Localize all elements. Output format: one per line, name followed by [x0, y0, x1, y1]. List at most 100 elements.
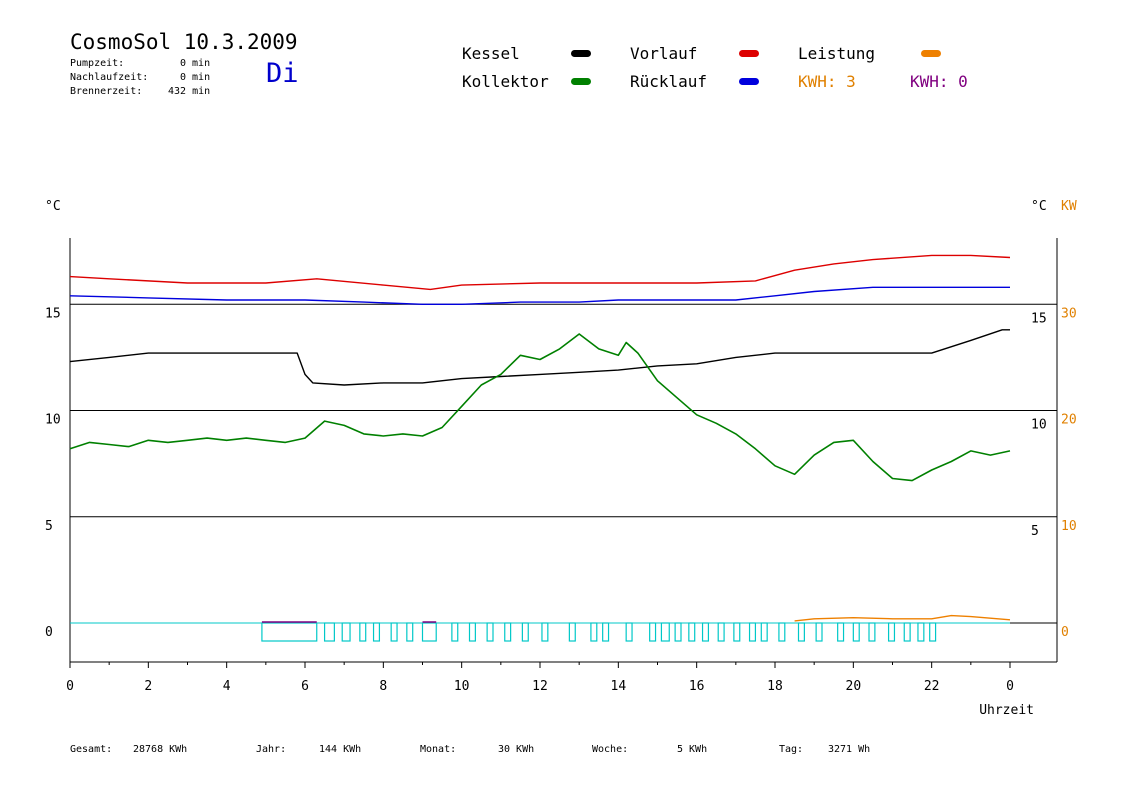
x-axis-label: Uhrzeit — [979, 703, 1034, 718]
x-tick-label-11: 22 — [924, 679, 940, 694]
brennerzeit-value: 432 min — [168, 86, 211, 97]
pump-pulse-2 — [341, 622, 351, 642]
pump-pulse-23 — [717, 622, 725, 642]
footer-woche-value: 5 KWh — [677, 744, 708, 755]
x-tick-label-1: 2 — [144, 679, 152, 694]
pump-pulse-1 — [323, 622, 335, 642]
y-tick-kw-10: 10 — [1061, 519, 1077, 534]
y-tick-left-0: 0 — [45, 625, 53, 640]
pumpzeit-label: Pumpzeit: — [70, 58, 125, 69]
y-tick-left-5: 5 — [45, 519, 53, 534]
legend-kwh-solar: KWH: 3 — [798, 72, 856, 91]
y-tick-left-10: 10 — [45, 413, 61, 428]
x-tick-label-5: 10 — [454, 679, 470, 694]
legend-kollektor-label: Kollektor — [462, 72, 549, 91]
y-tick-kw-0: 0 — [1061, 625, 1069, 640]
x-tick-label-0: 0 — [66, 679, 74, 694]
legend-leistung-label: Leistung — [798, 44, 876, 63]
x-tick-label-7: 14 — [611, 679, 627, 694]
y-axis-label-kw: KW — [1061, 199, 1077, 214]
pump-pulse-36 — [929, 622, 937, 642]
x-tick-label-8: 16 — [689, 679, 705, 694]
y-tick-kw-30: 30 — [1061, 306, 1077, 321]
pump-pulse-27 — [778, 622, 786, 642]
pump-pulse-21 — [688, 622, 696, 642]
legend-kwh-other: KWH: 0 — [910, 72, 968, 91]
y-tick-right-15: 15 — [1031, 311, 1047, 326]
pump-pulse-31 — [852, 622, 860, 642]
pump-pulse-0 — [261, 622, 318, 642]
pump-pulse-34 — [903, 622, 911, 642]
footer-monat-value: 30 KWh — [498, 744, 535, 755]
pump-pulse-15 — [590, 622, 598, 642]
series-kessel-line — [69, 329, 1010, 386]
footer-gesamt-label: Gesamt: — [70, 744, 113, 755]
pump-pulse-18 — [649, 622, 657, 642]
y-axis-label-left: °C — [45, 199, 61, 214]
pump-pulse-24 — [733, 622, 741, 642]
footer-jahr-label: Jahr: — [256, 744, 287, 755]
legend-kessel-swatch — [571, 50, 591, 57]
nachlaufzeit-label: Nachlaufzeit: — [70, 72, 149, 83]
footer-gesamt-value: 28768 KWh — [133, 744, 188, 755]
series-rcklauf-line — [69, 286, 1010, 305]
x-tick-label-2: 4 — [223, 679, 231, 694]
y-tick-kw-20: 20 — [1061, 413, 1077, 428]
legend-kessel-label: Kessel — [462, 44, 520, 63]
pump-pulse-33 — [887, 622, 896, 642]
pump-pulse-8 — [451, 622, 459, 642]
nachlaufzeit-value: 0 min — [180, 72, 211, 83]
pump-pulse-29 — [815, 622, 823, 642]
chart-title: CosmoSol 10.3.2009 — [70, 30, 298, 54]
series-kollektor-line — [69, 333, 1011, 482]
pump-pulse-22 — [701, 622, 710, 642]
pump-pulse-11 — [504, 622, 512, 642]
y-tick-right-5: 5 — [1031, 524, 1039, 539]
legend-vorlauf-swatch — [739, 50, 759, 57]
pump-pulse-25 — [748, 622, 757, 642]
pump-pulse-26 — [760, 622, 768, 642]
pump-pulse-7 — [421, 622, 437, 642]
pump-pulse-12 — [521, 622, 529, 642]
pump-pulse-30 — [837, 622, 845, 642]
footer-jahr-value: 144 KWh — [319, 744, 362, 755]
legend-ruecklauf-swatch — [739, 78, 759, 85]
pump-pulse-32 — [868, 622, 876, 642]
pump-pulse-9 — [468, 622, 476, 642]
legend-kollektor-swatch — [571, 78, 591, 85]
x-tick-label-3: 6 — [301, 679, 309, 694]
series-leistung-line — [794, 614, 1011, 622]
legend-ruecklauf-label: Rücklauf — [630, 72, 708, 91]
footer-woche-label: Woche: — [592, 744, 629, 755]
pump-pulse-35 — [917, 622, 925, 642]
pump-pulse-20 — [674, 622, 682, 642]
pump-pulse-5 — [390, 622, 398, 642]
legend-leistung-swatch — [921, 50, 941, 57]
x-tick-label-4: 8 — [379, 679, 387, 694]
x-tick-label-6: 12 — [532, 679, 548, 694]
pump-pulse-19 — [660, 622, 670, 642]
y-tick-left-15: 15 — [45, 306, 61, 321]
brennerzeit-label: Brennerzeit: — [70, 86, 143, 97]
footer-tag-label: Tag: — [779, 744, 804, 755]
legend-vorlauf-label: Vorlauf — [630, 44, 698, 63]
pump-pulse-4 — [372, 622, 381, 642]
pump-pulse-16 — [602, 622, 610, 642]
footer-tag-value: 3271 Wh — [828, 744, 871, 755]
x-tick-label-12: 0 — [1006, 679, 1014, 694]
pump-pulse-6 — [406, 622, 414, 642]
footer-monat-label: Monat: — [420, 744, 457, 755]
y-axis-label-right: °C — [1031, 199, 1047, 214]
pump-pulse-10 — [486, 622, 494, 642]
pump-pulse-13 — [541, 622, 549, 642]
x-tick-label-10: 20 — [846, 679, 862, 694]
pumpzeit-value: 0 min — [180, 58, 211, 69]
weekday-label: Di — [266, 58, 299, 89]
pump-pulse-14 — [568, 622, 576, 642]
y-tick-right-10: 10 — [1031, 418, 1047, 433]
pump-pulse-3 — [359, 622, 367, 642]
x-tick-label-9: 18 — [767, 679, 783, 694]
series-vorlauf-line — [69, 254, 1011, 291]
pump-pulse-17 — [625, 622, 633, 642]
